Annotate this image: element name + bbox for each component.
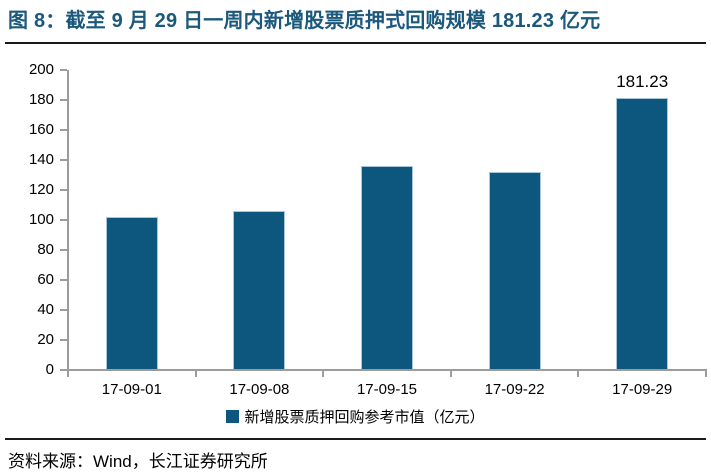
y-tick-label: 140	[28, 151, 54, 168]
y-tick-label: 120	[28, 181, 54, 198]
x-tick	[705, 371, 707, 377]
y-tick-label: 20	[37, 331, 54, 348]
title-divider	[5, 42, 706, 44]
bar	[616, 98, 669, 370]
x-tick-label: 17-09-08	[229, 381, 290, 398]
figure-title: 图 8：截至 9 月 29 日一周内新增股票质押式回购规模 181.23 亿元	[8, 10, 601, 32]
legend-label: 新增股票质押回购参考市值（亿元）	[244, 409, 485, 426]
y-tick	[60, 219, 67, 221]
bar	[105, 217, 158, 370]
y-tick-label: 100	[28, 211, 54, 228]
x-tick	[577, 371, 580, 377]
x-tick-label: 17-09-29	[612, 381, 673, 398]
x-tick-label: 17-09-15	[356, 381, 417, 398]
x-tick	[194, 371, 197, 377]
y-tick	[60, 99, 67, 101]
bar	[233, 211, 286, 370]
y-tick-label: 40	[37, 301, 54, 318]
footer-divider	[5, 438, 706, 440]
y-tick	[60, 249, 67, 251]
y-axis-line	[67, 70, 69, 376]
x-tick-label: 17-09-01	[101, 381, 162, 398]
x-tick	[449, 371, 452, 377]
chart-legend: 新增股票质押回购参考市值（亿元）	[0, 406, 711, 427]
y-tick	[60, 69, 67, 71]
y-tick	[60, 189, 67, 191]
y-tick-label: 200	[28, 61, 54, 78]
y-tick	[60, 309, 67, 311]
legend-swatch	[226, 410, 240, 423]
y-tick-label: 160	[28, 121, 54, 138]
y-tick	[60, 279, 67, 281]
y-tick	[60, 129, 67, 131]
y-tick	[60, 339, 67, 341]
bar	[361, 166, 413, 370]
y-tick-label: 180	[28, 91, 54, 108]
x-axis-line	[67, 369, 707, 371]
y-tick-label: 80	[37, 241, 54, 258]
x-tick	[322, 371, 325, 377]
x-tick	[67, 371, 69, 377]
y-tick	[60, 159, 67, 161]
bar	[488, 172, 541, 370]
x-tick-label: 17-09-22	[484, 381, 545, 398]
bar-chart: 新增股票质押回购参考市值（亿元） 0 20 40 60 80 100 120 140 160 18…	[0, 61, 711, 427]
y-tick-label: 0	[45, 361, 54, 378]
source-note: 资料来源：Wind，长江证券研究所	[8, 452, 268, 471]
y-tick-label: 60	[37, 271, 54, 288]
y-tick	[60, 369, 67, 371]
bar-value-label: 181.23	[616, 72, 669, 92]
